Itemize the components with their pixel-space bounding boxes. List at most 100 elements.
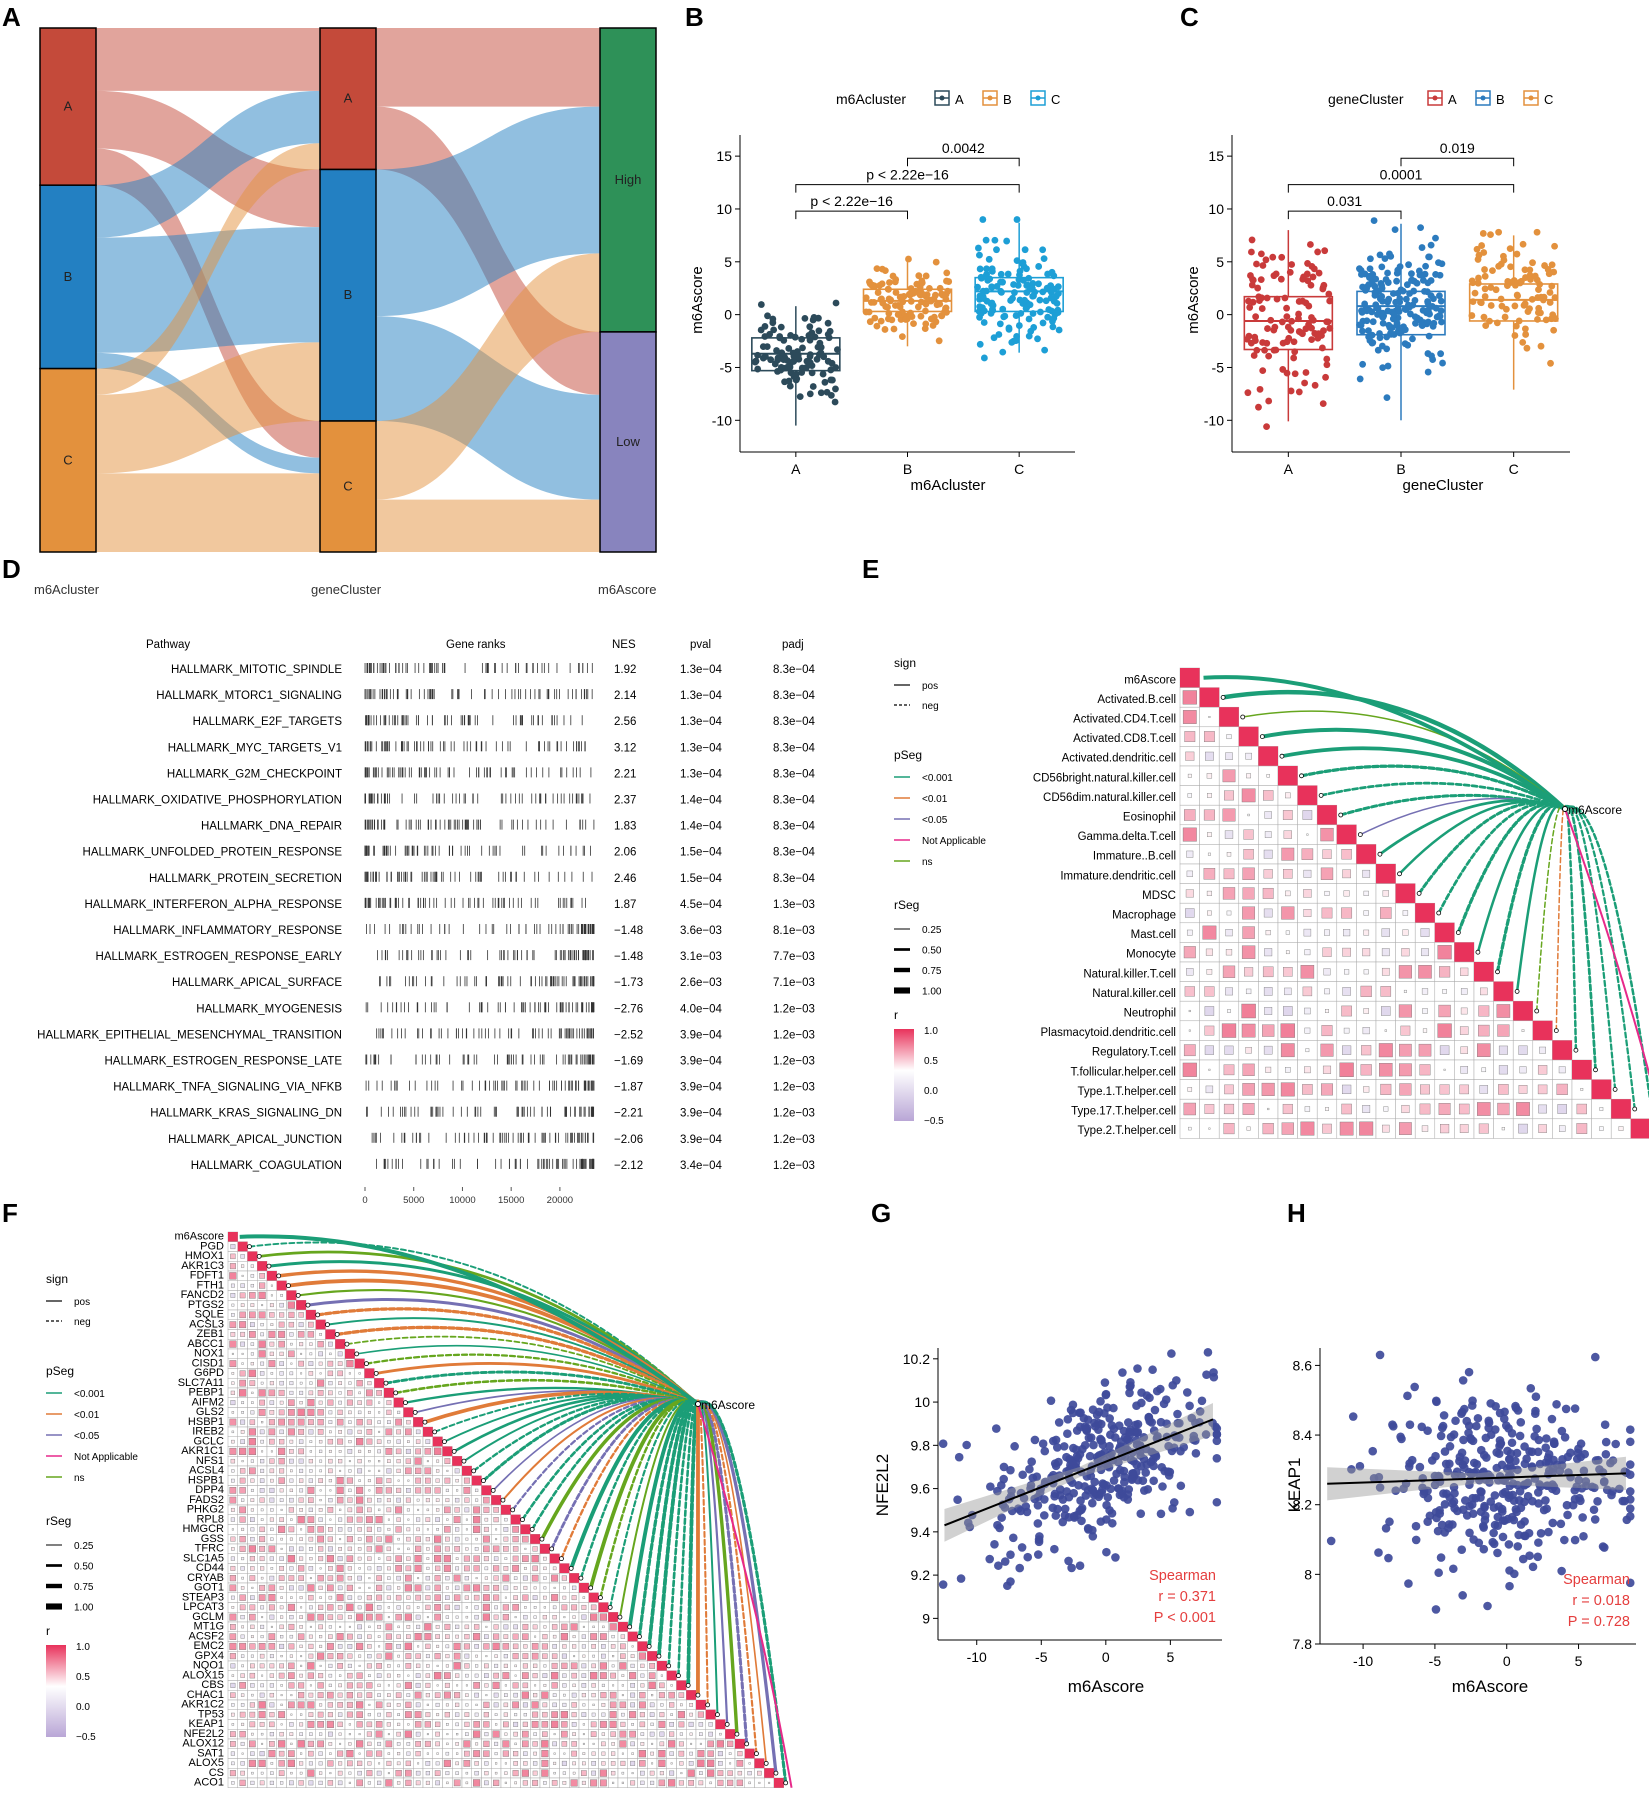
box-C bbox=[1468, 283, 1559, 322]
heatmap-cell bbox=[279, 1624, 284, 1630]
heatmap-cell bbox=[1263, 869, 1273, 879]
heatmap-cell bbox=[415, 1536, 421, 1542]
heatmap-cell bbox=[1204, 1006, 1215, 1016]
data-point-B bbox=[1371, 292, 1379, 299]
heatmap-cell bbox=[287, 1301, 295, 1309]
heatmap-cell bbox=[299, 1488, 304, 1493]
pathway-name: HALLMARK_COAGULATION bbox=[191, 1160, 342, 1172]
data-point-A bbox=[1257, 250, 1265, 258]
col-header-gene-ranks: Gene ranks bbox=[446, 639, 506, 651]
data-point-A bbox=[831, 398, 839, 406]
data-point-B bbox=[905, 255, 912, 263]
heatmap-cell bbox=[249, 1556, 255, 1562]
heatmap-cell bbox=[260, 1323, 264, 1327]
heatmap-cell bbox=[289, 1634, 294, 1639]
heatmap-cell bbox=[405, 1467, 412, 1475]
heatmap-cell bbox=[415, 1594, 421, 1601]
heatmap-cell bbox=[531, 1574, 539, 1582]
heatmap-cell bbox=[1442, 989, 1447, 994]
heatmap-cell bbox=[426, 1557, 430, 1560]
legend-r-colorbar bbox=[46, 1645, 66, 1737]
heatmap-cell bbox=[239, 1447, 247, 1455]
data-point-A bbox=[1321, 247, 1329, 255]
heatmap-cell bbox=[289, 1371, 294, 1376]
data-point-A bbox=[1263, 339, 1271, 347]
heatmap-cell bbox=[1401, 948, 1410, 957]
heatmap-cell bbox=[475, 1537, 478, 1541]
data-point-C bbox=[1550, 326, 1558, 334]
data-point-C bbox=[1040, 255, 1048, 263]
heatmap-cell bbox=[1362, 948, 1371, 957]
data-point-C bbox=[1054, 283, 1062, 291]
nes-value: 2.14 bbox=[614, 690, 637, 702]
heatmap-cell bbox=[1302, 1084, 1313, 1095]
heatmap-cell bbox=[407, 1547, 410, 1551]
heatmap-cell bbox=[426, 1616, 429, 1619]
heatmap-cell bbox=[1186, 850, 1194, 858]
heatmap-cell bbox=[289, 1439, 294, 1444]
heatmap-cell bbox=[327, 1399, 334, 1406]
heatmap-cell bbox=[347, 1566, 352, 1571]
heatmap-cell bbox=[1184, 731, 1196, 743]
heatmap-cell bbox=[378, 1430, 381, 1433]
heatmap-cell bbox=[328, 1381, 333, 1386]
heatmap-cell bbox=[269, 1341, 275, 1347]
legend-pseg-label: <0.05 bbox=[74, 1431, 100, 1442]
heatmap-cell bbox=[368, 1469, 371, 1472]
heatmap-cell bbox=[417, 1577, 420, 1580]
pval-value: 3.1e−03 bbox=[680, 951, 722, 963]
heatmap-cell bbox=[239, 1379, 246, 1387]
heatmap-cell bbox=[396, 1605, 401, 1610]
heatmap-cell bbox=[1379, 1063, 1393, 1077]
heatmap-cell bbox=[483, 1556, 489, 1562]
heatmap-cell bbox=[290, 1469, 293, 1473]
data-point-C bbox=[1029, 292, 1037, 300]
data-point-A bbox=[1248, 236, 1256, 244]
heatmap-cell bbox=[259, 1584, 266, 1591]
pathway-name: HALLMARK_MYC_TARGETS_V1 bbox=[168, 742, 342, 754]
data-point-B bbox=[1374, 311, 1381, 318]
heatmap-cell bbox=[337, 1556, 343, 1562]
data-point-B bbox=[1365, 281, 1373, 289]
variable-label: G6PD bbox=[194, 1367, 224, 1379]
heatmap-cell bbox=[355, 1613, 364, 1621]
heatmap-cell bbox=[1183, 946, 1196, 959]
data-point-A bbox=[784, 357, 792, 365]
heatmap-cell bbox=[270, 1372, 274, 1375]
data-point-C bbox=[1471, 289, 1479, 297]
heatmap-cell bbox=[248, 1369, 257, 1378]
heatmap-cell bbox=[561, 1604, 568, 1611]
variable-label: Macrophage bbox=[1112, 909, 1176, 921]
heatmap-cell bbox=[356, 1486, 364, 1494]
heatmap-cell bbox=[475, 1577, 478, 1580]
variable-label: m6Ascore bbox=[174, 1231, 224, 1243]
heatmap-cell bbox=[298, 1322, 304, 1328]
heatmap-cell bbox=[1378, 1043, 1393, 1058]
heatmap-cell bbox=[258, 1340, 266, 1348]
data-point-B bbox=[1429, 322, 1437, 330]
heatmap-cell bbox=[581, 1604, 587, 1610]
heatmap-cell bbox=[348, 1625, 351, 1628]
data-point-B bbox=[878, 280, 886, 288]
data-point-A bbox=[828, 376, 836, 384]
heatmap-cell bbox=[367, 1566, 372, 1571]
heatmap-cell bbox=[1185, 908, 1195, 918]
heatmap-cell bbox=[337, 1351, 343, 1357]
heatmap-cell bbox=[378, 1401, 381, 1404]
heatmap-cell bbox=[290, 1362, 293, 1365]
heatmap-cell bbox=[268, 1545, 276, 1553]
heatmap-cell bbox=[446, 1469, 449, 1472]
heatmap-cell bbox=[1518, 1085, 1528, 1094]
pval-value: 4.5e−04 bbox=[680, 899, 722, 911]
data-point-A bbox=[1307, 241, 1314, 248]
heatmap-cell bbox=[288, 1321, 295, 1328]
heatmap-cell bbox=[501, 1505, 511, 1515]
heatmap-cell bbox=[249, 1419, 256, 1425]
heatmap-cell bbox=[366, 1429, 373, 1435]
heatmap-cell bbox=[367, 1479, 371, 1483]
heatmap-cell bbox=[1185, 751, 1195, 761]
heatmap-cell bbox=[241, 1352, 244, 1355]
sankey-flow-1-A-A bbox=[96, 28, 320, 91]
heatmap-cell bbox=[396, 1517, 401, 1522]
heatmap-cell bbox=[328, 1498, 333, 1503]
